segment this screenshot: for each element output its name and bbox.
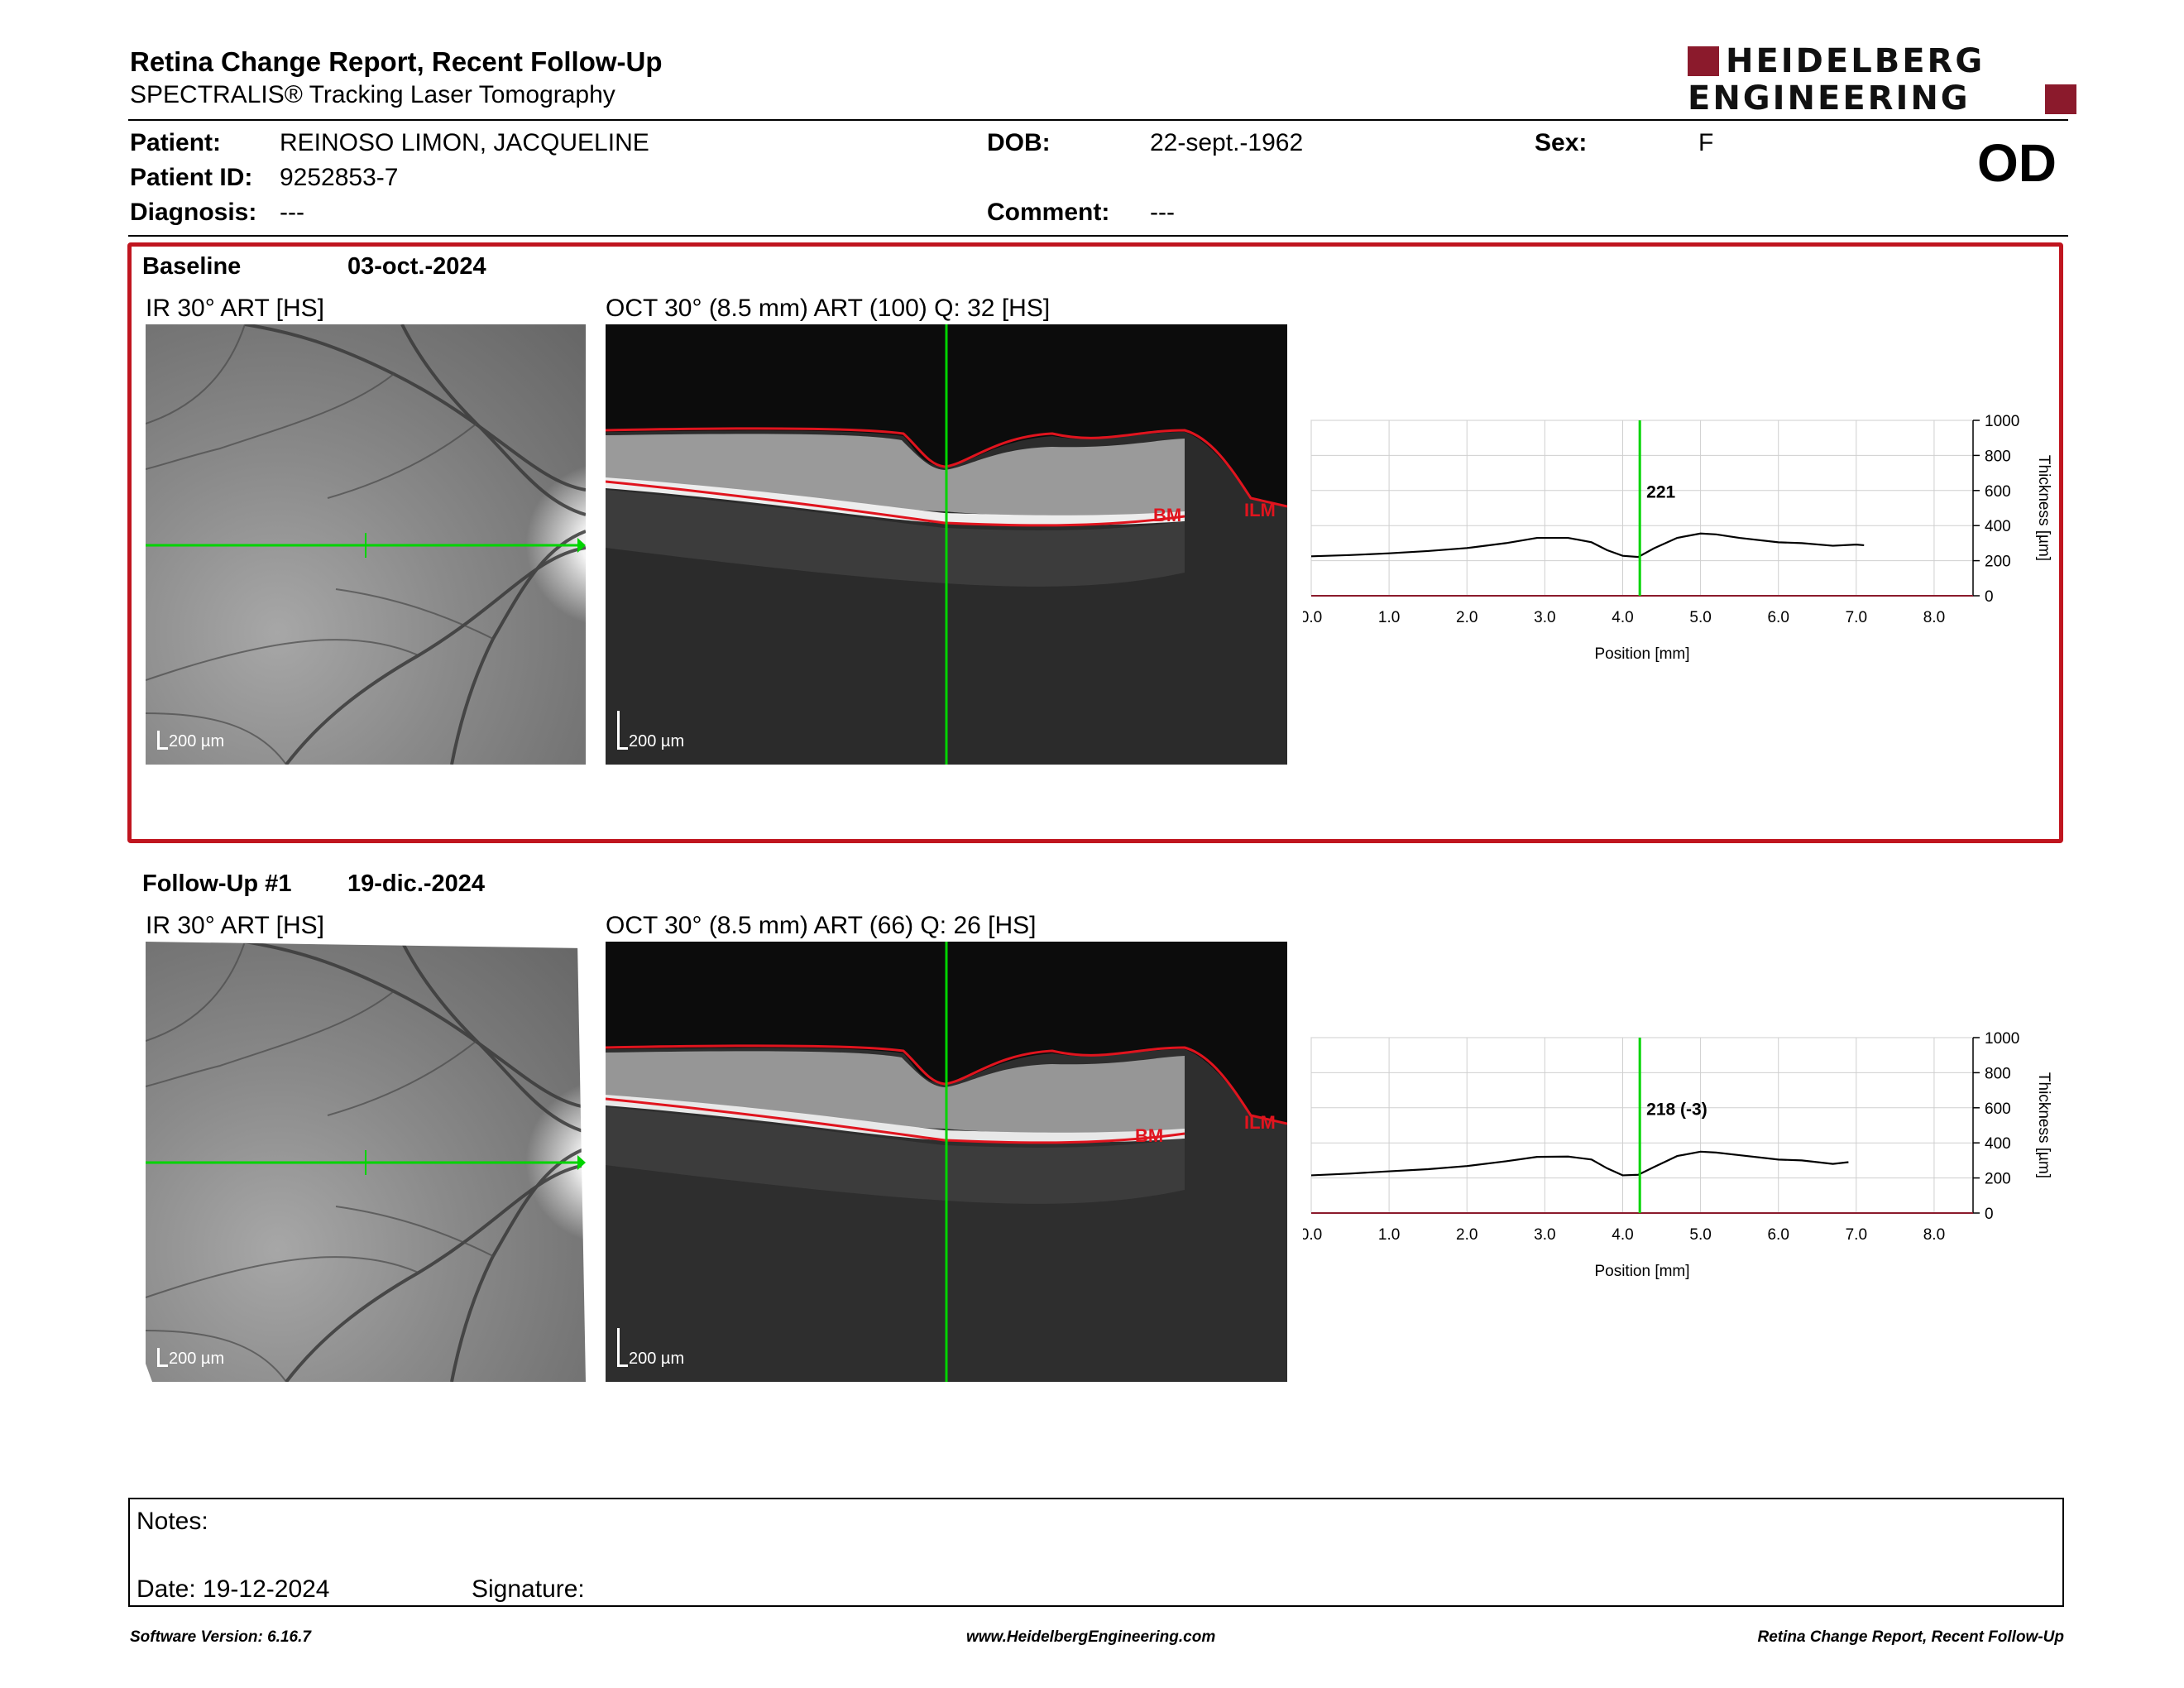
sex-value: F [1698,129,1714,156]
baseline-oct-scale-bar: 200 µm [617,710,692,751]
followup-x-tick-label: 5.0 [1689,1226,1711,1244]
baseline-y-tick-label: 200 [1985,554,2011,571]
followup-plot-frame [1310,1037,1974,1214]
followup-y-tick-label: 200 [1985,1171,2011,1188]
baseline-thickness-line [1310,532,1865,559]
baseline-bm-label: BM [1153,505,1182,525]
followup-x-tick-label: 8.0 [1923,1226,1945,1244]
followup-y-tick-label: 800 [1985,1065,2011,1082]
baseline-date: 03-oct.-2024 [347,253,486,280]
footer-website[interactable]: www.HeidelbergEngineering.com [966,1628,1216,1646]
baseline-x-tick-label: 1.0 [1378,609,1400,626]
followup-x-tick-label: 1.0 [1378,1226,1400,1244]
baseline-y-axis-label: Thickness [µm] [2035,455,2052,561]
followup-y-tick-label: 1000 [1985,1030,2019,1048]
baseline-ir-title: IR 30° ART [HS] [146,295,324,322]
baseline-x-tick-label: 6.0 [1767,609,1789,626]
baseline-thickness-svg: 0.0 1.0 2.0 3.0 4.0 5.0 6.0 7.0 8.0 0 200 400 600 800… [1300,413,2052,663]
baseline-x-tick-label: 2.0 [1456,609,1478,626]
diagnosis-label: Diagnosis: [130,199,257,226]
report-subtitle: SPECTRALIS® Tracking Laser Tomography [130,81,615,108]
followup-label: Follow-Up #1 [142,870,292,897]
logo-square-icon [2045,84,2076,114]
logo-square-icon [1688,46,1719,76]
footer-software-version: Software Version: 6.16.7 [130,1628,311,1646]
followup-bm-label: BM [1135,1125,1164,1146]
baseline-selection-frame[interactable] [127,242,2063,843]
baseline-thickness-chart: 0.0 1.0 2.0 3.0 4.0 5.0 6.0 7.0 8.0 0 200 400 600 800… [1300,412,2081,710]
baseline-x-tick-label: 4.0 [1612,609,1633,626]
baseline-x-tick-label: 8.0 [1923,609,1945,626]
report-title: Retina Change Report, Recent Follow-Up [130,46,663,77]
followup-x-tick-label: 7.0 [1846,1226,1867,1244]
patient-label: Patient: [130,129,222,156]
eye-indicator: OD [1977,133,2057,193]
followup-oct-title: OCT 30° (8.5 mm) ART (66) Q: 26 [HS] [606,912,1037,939]
patient-divider [128,235,2068,237]
followup-ir-title: IR 30° ART [HS] [146,912,324,939]
baseline-ir-scale-bar: 200 µm [157,730,232,751]
baseline-oct-bscan-image[interactable]: BM ILM 200 µm [606,324,1287,765]
logo-line-2: ENGINEERING [1688,79,1971,117]
heidelberg-logo: HEIDELBERG ENGINEERING [1688,43,2076,117]
followup-x-tick-label: 4.0 [1612,1226,1633,1244]
followup-thickness-svg: 0.0 1.0 2.0 3.0 4.0 5.0 6.0 7.0 8.0 0 200 400 600 800… [1300,1030,2052,1280]
sex-label: Sex: [1535,129,1588,156]
baseline-y-tick-label: 600 [1985,483,2011,501]
followup-y-tick-label: 0 [1985,1206,1994,1223]
followup-thickness-chart: 0.0 1.0 2.0 3.0 4.0 5.0 6.0 7.0 8.0 0 200 400 600 800… [1300,1029,2081,1327]
baseline-x-axis-label: Position [mm] [1594,645,1689,663]
followup-y-axis-label: Thickness [µm] [2035,1072,2052,1178]
followup-ir-fundus-image[interactable]: 200 µm [146,942,586,1382]
followup-x-tick-label: 3.0 [1534,1226,1555,1244]
followup-y-tick-label: 400 [1985,1135,2011,1153]
baseline-ir-fundus-image[interactable]: 200 µm [146,324,586,765]
baseline-oct-title: OCT 30° (8.5 mm) ART (100) Q: 32 [HS] [606,295,1051,322]
patient-name: REINOSO LIMON, JACQUELINE [280,129,649,156]
baseline-x-tick-label: 3.0 [1534,609,1555,626]
followup-x-tick-label: 0.0 [1303,1226,1322,1244]
date-field: Date: 19-12-2024 [136,1575,330,1603]
baseline-cursor-value-label: 221 [1646,482,1675,501]
baseline-ilm-label: ILM [1244,500,1276,520]
followup-thickness-line [1310,1150,1849,1177]
followup-x-tick-label: 6.0 [1767,1226,1789,1244]
followup-oct-bscan-image[interactable]: BM ILM 200 µm [606,942,1287,1382]
baseline-y-tick-label: 800 [1985,448,2011,465]
comment-value: --- [1150,199,1175,226]
footer-report-name: Retina Change Report, Recent Follow-Up [1757,1628,2064,1646]
followup-ilm-label: ILM [1244,1112,1276,1133]
followup-x-tick-label: 2.0 [1456,1226,1478,1244]
header-divider [128,119,2068,121]
baseline-label: Baseline [142,253,242,280]
notes-box[interactable]: Notes: Date: 19-12-2024 Signature: [128,1498,2064,1607]
baseline-x-tick-label: 5.0 [1689,609,1711,626]
followup-cursor-value-label: 218 (-3) [1646,1100,1707,1119]
diagnosis-value: --- [280,199,304,226]
patient-id-value: 9252853-7 [280,164,399,191]
notes-label: Notes: [136,1508,208,1535]
signature-field: Signature: [472,1575,585,1603]
patient-id-label: Patient ID: [130,164,253,191]
followup-x-axis-label: Position [mm] [1594,1263,1689,1280]
logo-line-1: HEIDELBERG [1726,42,1985,80]
baseline-x-tick-label: 0.0 [1303,609,1322,626]
followup-ir-scale-bar: 200 µm [157,1347,232,1369]
baseline-x-tick-label: 7.0 [1846,609,1867,626]
dob-value: 22-sept.-1962 [1150,129,1304,156]
baseline-plot-frame [1310,420,1974,597]
baseline-y-tick-label: 0 [1985,588,1994,606]
comment-label: Comment: [987,199,1110,226]
followup-date: 19-dic.-2024 [347,870,486,897]
baseline-y-tick-label: 400 [1985,518,2011,535]
baseline-y-tick-label: 1000 [1985,413,2019,430]
dob-label: DOB: [987,129,1051,156]
followup-oct-scale-bar: 200 µm [617,1327,692,1369]
followup-y-tick-label: 600 [1985,1101,2011,1118]
